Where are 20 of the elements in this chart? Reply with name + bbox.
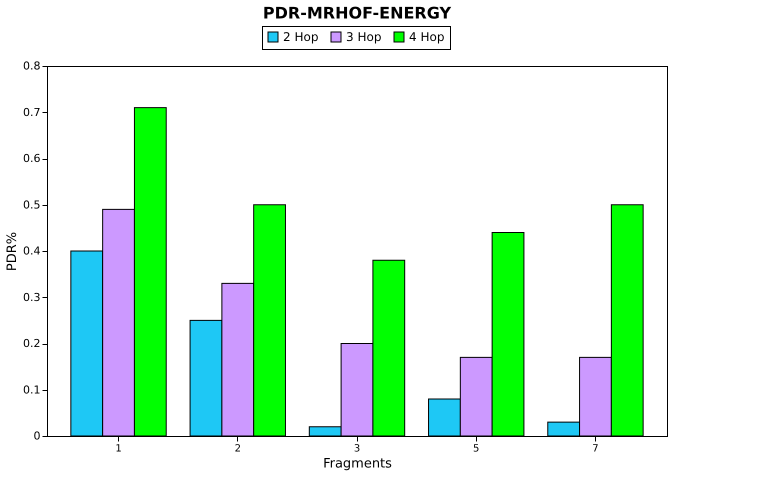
y-tick-label: 0.3 bbox=[23, 290, 40, 304]
y-tick-label: 0.4 bbox=[23, 244, 40, 258]
legend-label: 2 Hop bbox=[283, 30, 318, 44]
y-tick-label: 0.2 bbox=[23, 337, 40, 350]
x-tick-label: 5 bbox=[473, 444, 480, 454]
x-tick-label: 1 bbox=[115, 444, 122, 454]
x-tick-label: 3 bbox=[354, 444, 360, 454]
y-tick-label: 0.6 bbox=[23, 152, 40, 165]
chart-title: PDR-MRHOF-ENERGY bbox=[262, 4, 452, 22]
legend-label: 4 Hop bbox=[409, 30, 444, 44]
y-axis-title: PDR% bbox=[5, 232, 20, 272]
y-tick-label: 0.5 bbox=[23, 198, 40, 212]
y-tick-label: 0.7 bbox=[23, 106, 40, 119]
legend-label: 3 Hop bbox=[346, 30, 382, 44]
y-tick-label: 0.1 bbox=[23, 383, 40, 396]
y-tick-label: 0 bbox=[34, 430, 40, 442]
x-tick-label: 7 bbox=[592, 444, 599, 454]
x-axis-title: Fragments bbox=[323, 456, 392, 472]
x-tick-label: 2 bbox=[234, 444, 241, 454]
y-tick-label: 0.8 bbox=[23, 60, 40, 72]
